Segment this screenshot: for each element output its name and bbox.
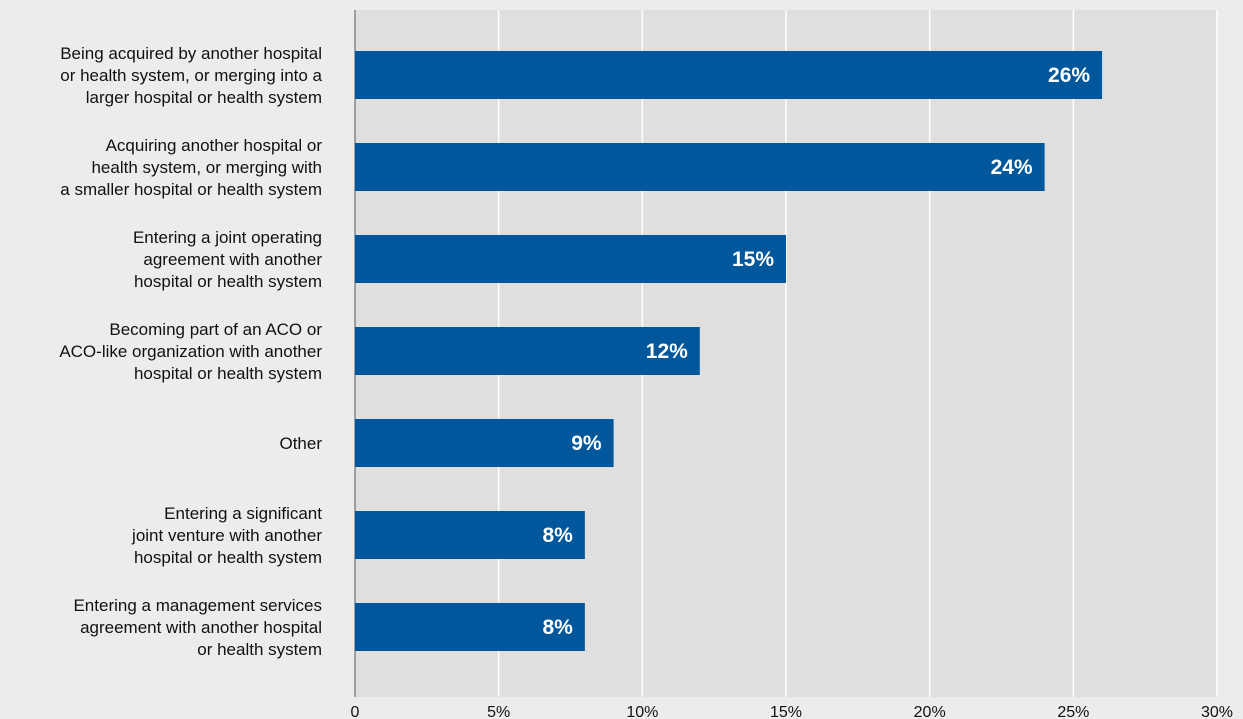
category-label: agreement with another hospital — [80, 618, 322, 637]
bar-value-label: 15% — [732, 248, 774, 271]
bar — [355, 327, 700, 375]
category-label: hospital or health system — [134, 272, 322, 291]
category-label: larger hospital or health system — [86, 88, 322, 107]
bar-value-label: 24% — [991, 156, 1033, 179]
category-label: health system, or merging with — [91, 158, 322, 177]
bar — [355, 603, 585, 651]
x-tick-label: 10% — [626, 704, 658, 719]
category-label: Entering a management services — [73, 596, 322, 615]
category-label: Acquiring another hospital or — [106, 136, 323, 155]
bars: 26% 24% 15% 12% 9% 8% 8% — [355, 51, 1103, 651]
bar — [355, 235, 786, 283]
x-tick-label: 5% — [487, 704, 510, 719]
bar-value-label: 8% — [543, 616, 574, 639]
x-tick-label: 20% — [914, 704, 946, 719]
bar-value-label: 8% — [543, 524, 574, 547]
category-label: Being acquired by another hospital — [60, 44, 322, 63]
bar-value-label: 9% — [571, 432, 602, 455]
bar — [355, 51, 1103, 99]
category-label: Other — [279, 434, 322, 453]
category-label: or health system — [197, 640, 322, 659]
x-axis-ticks: 0 5% 10% 15% 20% 25% 30% — [351, 704, 1233, 719]
category-label: Entering a significant — [164, 504, 322, 523]
category-label: agreement with another — [143, 250, 322, 269]
category-label: Becoming part of an ACO or — [109, 320, 322, 339]
category-label: a smaller hospital or health system — [60, 180, 322, 199]
x-tick-label: 25% — [1057, 704, 1089, 719]
bar-value-label: 26% — [1048, 64, 1090, 87]
category-label: hospital or health system — [134, 548, 322, 567]
category-label: joint venture with another — [131, 526, 322, 545]
category-labels: Being acquired by another hospital or hea… — [59, 44, 322, 659]
bar — [355, 511, 585, 559]
x-tick-label: 30% — [1201, 704, 1233, 719]
category-label: ACO-like organization with another — [59, 342, 322, 361]
bar-value-label: 12% — [646, 340, 688, 363]
category-label: Entering a joint operating — [133, 228, 322, 247]
bar — [355, 419, 614, 467]
category-label: or health system, or merging into a — [60, 66, 322, 85]
x-tick-label: 15% — [770, 704, 802, 719]
bar — [355, 143, 1045, 191]
x-tick-label: 0 — [351, 704, 360, 719]
category-label: hospital or health system — [134, 364, 322, 383]
